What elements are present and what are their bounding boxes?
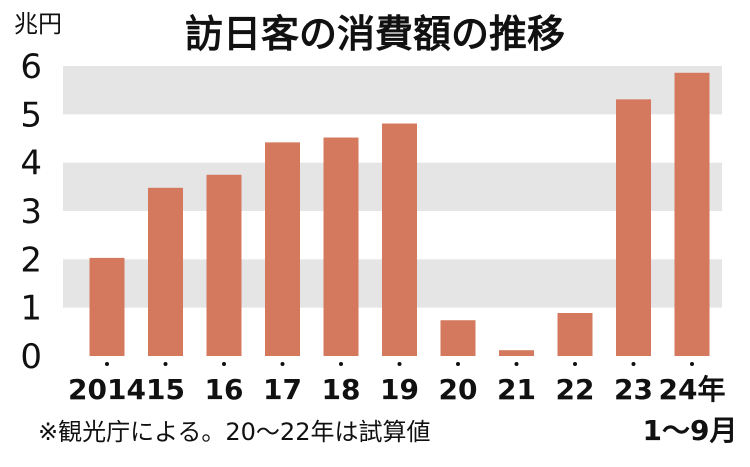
source-note: ※観光庁による。20～22年は試算値 (38, 418, 430, 446)
x-tick-label: 24年 (659, 373, 726, 406)
bar (674, 72, 710, 357)
x-tick-label: 22 (556, 373, 595, 406)
bar (382, 123, 417, 357)
x-tick-label: 21 (497, 373, 536, 406)
y-tick-label: 1 (20, 289, 42, 329)
x-tick-mark (573, 362, 577, 366)
category-sublabel: 1～9月 (643, 414, 738, 447)
x-tick-mark (339, 362, 343, 366)
y-tick-label: 3 (20, 192, 42, 232)
bar (616, 99, 651, 356)
bar (265, 142, 300, 356)
x-tick-mark (456, 362, 460, 366)
chart-title: 訪日客の消費額の推移 (185, 12, 565, 56)
x-tick-mark (514, 362, 519, 366)
x-tick-mark (222, 362, 226, 366)
y-tick-label: 0 (20, 337, 42, 377)
y-axis-ticks: 0 1 2 3 4 5 6 (20, 47, 42, 377)
x-tick-label: 15 (146, 373, 185, 406)
x-tick-label: 18 (322, 373, 361, 406)
bar (206, 174, 242, 356)
bar (440, 320, 476, 356)
x-tick-label: 23 (614, 373, 653, 406)
x-tick-mark (280, 362, 285, 366)
x-tick-mark (397, 362, 402, 366)
bar (89, 257, 125, 356)
y-tick-label: 6 (20, 47, 42, 87)
band-5-6 (63, 66, 722, 115)
unit-label: 兆円 (14, 10, 62, 38)
x-tick-mark (163, 362, 168, 366)
bar (557, 312, 593, 356)
bars (89, 72, 710, 357)
x-tick-mark (631, 362, 636, 366)
x-tick-mark (690, 362, 694, 366)
bar (323, 137, 359, 356)
y-tick-label: 4 (20, 144, 42, 184)
y-tick-label: 5 (20, 95, 42, 135)
x-axis-ticks: 2014 15 16 17 18 19 20 21 22 23 24年 (68, 362, 725, 406)
x-tick-label: 16 (205, 373, 244, 406)
y-tick-label: 2 (20, 240, 42, 280)
bar (148, 187, 183, 356)
x-tick-mark (105, 362, 109, 366)
x-tick-label: 19 (380, 373, 419, 406)
bar (499, 350, 534, 356)
x-tick-label: 17 (263, 373, 302, 406)
x-tick-label: 20 (439, 373, 478, 406)
x-tick-label: 2014 (68, 373, 146, 406)
